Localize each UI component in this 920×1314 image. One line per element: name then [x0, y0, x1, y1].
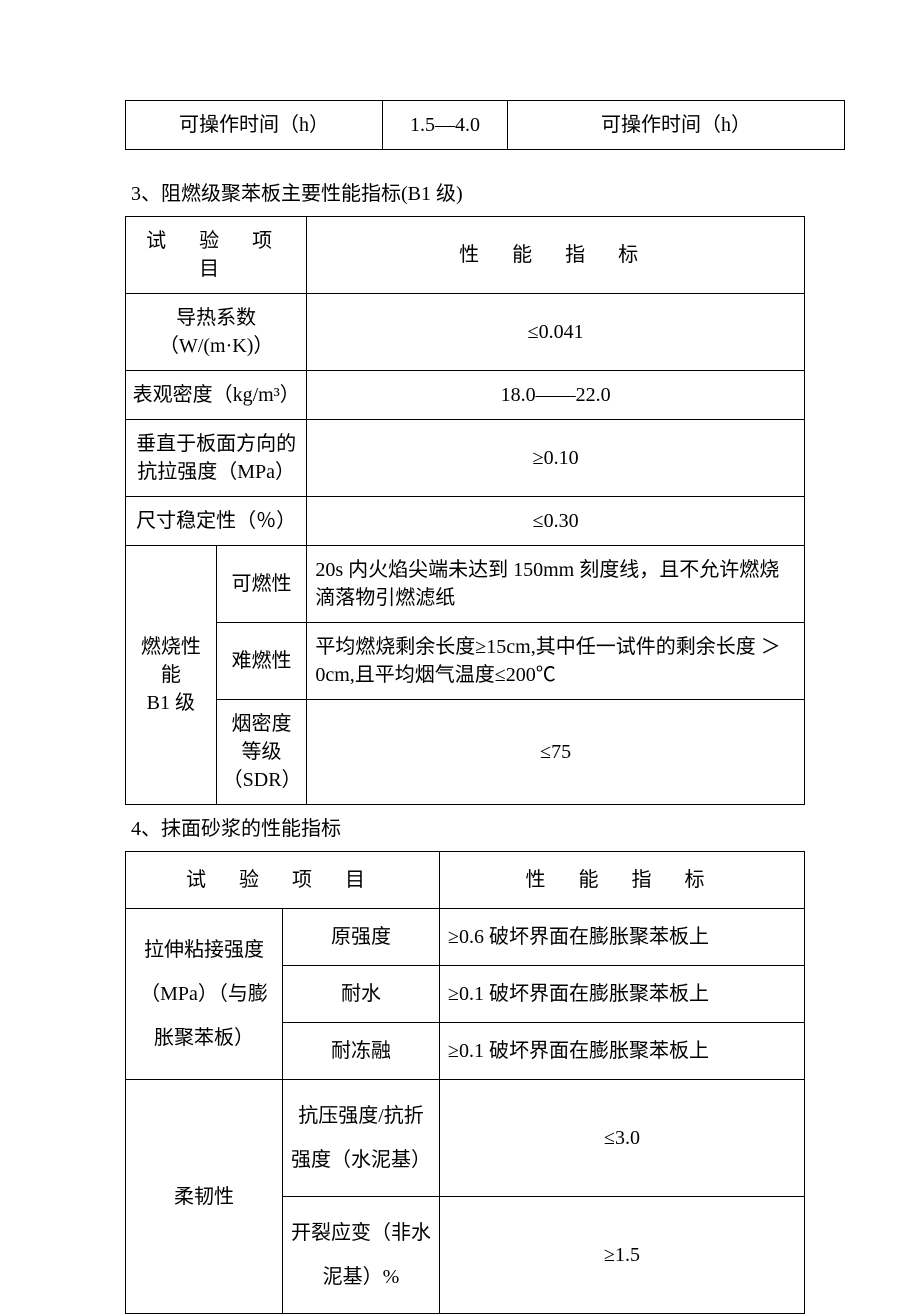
cell-value: ≥0.1 破坏界面在膨胀聚苯板上	[440, 966, 805, 1023]
flexibility-label: 柔韧性	[126, 1080, 283, 1314]
cell-value: ≥0.10	[307, 420, 805, 497]
cell-label: 开裂应变（非水泥基）%	[283, 1197, 440, 1314]
section4-title: 4、抹面砂浆的性能指标	[131, 815, 805, 843]
cell-value: ≥0.6 破坏界面在膨胀聚苯板上	[440, 909, 805, 966]
cell-label: 耐水	[283, 966, 440, 1023]
cell-label: 难燃性	[216, 623, 307, 700]
cell-value: 18.0——22.0	[307, 371, 805, 420]
cell-label: 尺寸稳定性（％）	[126, 497, 307, 546]
cell-label: 烟密度等级（SDR）	[216, 700, 307, 805]
table-row: 导热系数（W/(m·K)） ≤0.041	[126, 294, 805, 371]
table-row: 烟密度等级（SDR） ≤75	[126, 700, 805, 805]
table-row: 尺寸稳定性（％） ≤0.30	[126, 497, 805, 546]
table-row: 可操作时间（h） 1.5—4.0 可操作时间（h）	[126, 101, 845, 150]
cell-value: ≤0.30	[307, 497, 805, 546]
header-test-items: 试 验 项 目	[126, 852, 440, 909]
cell-label: 可燃性	[216, 546, 307, 623]
table-row: 拉伸粘接强度（MPa）（与膨胀聚苯板） 原强度 ≥0.6 破坏界面在膨胀聚苯板上	[126, 909, 805, 966]
cell-value: ≥1.5	[440, 1197, 805, 1314]
cell-label: 可操作时间（h）	[126, 101, 383, 150]
header-spec: 性 能 指 标	[307, 217, 805, 294]
table-header-row: 试 验 项 目 性 能 指 标	[126, 217, 805, 294]
table-row: 表观密度（kg/m³） 18.0——22.0	[126, 371, 805, 420]
operating-time-table: 可操作时间（h） 1.5—4.0 可操作时间（h）	[125, 100, 845, 150]
cell-label: 原强度	[283, 909, 440, 966]
cell-value: ≤75	[307, 700, 805, 805]
table-row: 难燃性 平均燃烧剩余长度≥15cm,其中任一试件的剩余长度 ＞0cm,且平均烟气…	[126, 623, 805, 700]
cell-label: 耐冻融	[283, 1023, 440, 1080]
plaster-mortar-spec-table: 试 验 项 目 性 能 指 标 拉伸粘接强度（MPa）（与膨胀聚苯板） 原强度 …	[125, 851, 805, 1314]
header-test-items: 试 验 项 目	[126, 217, 307, 294]
cell-value: 1.5—4.0	[383, 101, 508, 150]
header-spec: 性 能 指 标	[440, 852, 805, 909]
table-header-row: 试 验 项 目 性 能 指 标	[126, 852, 805, 909]
table-row: 垂直于板面方向的抗拉强度（MPa） ≥0.10	[126, 420, 805, 497]
cell-value: ≤0.041	[307, 294, 805, 371]
cell-value: ≥0.1 破坏界面在膨胀聚苯板上	[440, 1023, 805, 1080]
burn-performance-label: 燃烧性能 B1 级	[126, 546, 217, 805]
table-row: 柔韧性 抗压强度/抗折强度（水泥基） ≤3.0	[126, 1080, 805, 1197]
cell-label: 表观密度（kg/m³）	[126, 371, 307, 420]
cell-label: 可操作时间（h）	[508, 101, 845, 150]
table-row: 燃烧性能 B1 级 可燃性 20s 内火焰尖端未达到 150mm 刻度线，且不允…	[126, 546, 805, 623]
cell-value: 平均燃烧剩余长度≥15cm,其中任一试件的剩余长度 ＞0cm,且平均烟气温度≤2…	[307, 623, 805, 700]
cell-label: 抗压强度/抗折强度（水泥基）	[283, 1080, 440, 1197]
section3-title: 3、阻燃级聚苯板主要性能指标(B1 级)	[131, 180, 805, 208]
cell-value: 20s 内火焰尖端未达到 150mm 刻度线，且不允许燃烧滴落物引燃滤纸	[307, 546, 805, 623]
cell-label: 导热系数（W/(m·K)）	[126, 294, 307, 371]
cell-label: 垂直于板面方向的抗拉强度（MPa）	[126, 420, 307, 497]
polystyrene-spec-table: 试 验 项 目 性 能 指 标 导热系数（W/(m·K)） ≤0.041 表观密…	[125, 216, 805, 805]
tensile-label: 拉伸粘接强度（MPa）（与膨胀聚苯板）	[126, 909, 283, 1080]
cell-value: ≤3.0	[440, 1080, 805, 1197]
